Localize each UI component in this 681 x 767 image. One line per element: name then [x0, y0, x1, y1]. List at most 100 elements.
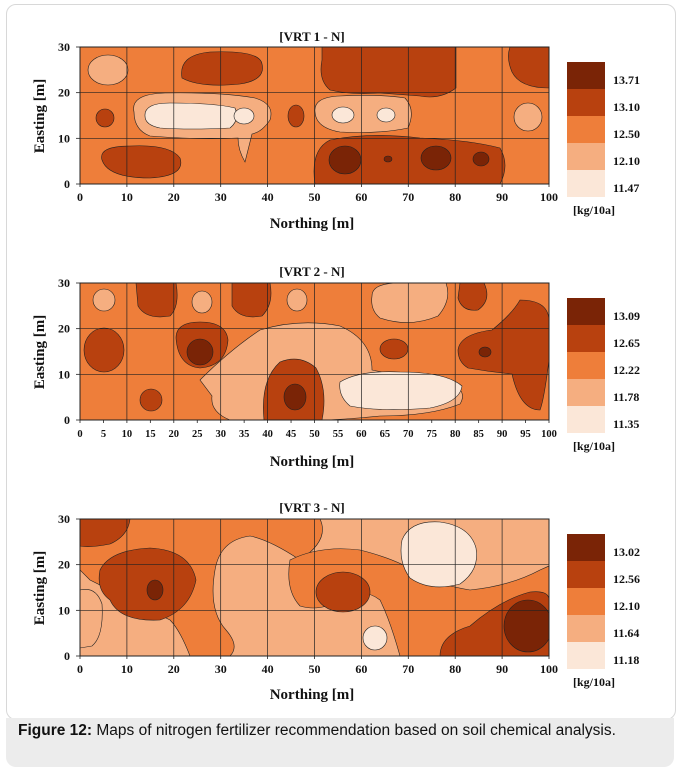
x-tick-label: 30 [215, 429, 226, 440]
map-2-xlabel: Northing [m] [270, 454, 355, 470]
map-1-peak-a [328, 145, 362, 175]
x-tick-label: 95 [520, 429, 531, 440]
legend-value: 13.10 [613, 100, 640, 114]
x-tick-label: 55 [333, 429, 344, 440]
contour-maps-svg: [VRT 1 - N] [32, 29, 640, 703]
map-3-pale-small [362, 625, 388, 651]
map-3-ylabel: Easting [m] [32, 551, 48, 626]
legend-swatch [567, 561, 605, 588]
x-tick-label: 90 [497, 429, 508, 440]
legend-swatch [567, 379, 605, 406]
map-1-pale-a [331, 106, 355, 124]
x-tick-label: 65 [380, 429, 391, 440]
legend-value: 12.10 [613, 154, 640, 168]
y-tick-label: 10 [58, 131, 70, 145]
legend-swatch [567, 352, 605, 379]
x-tick-label: 50 [309, 190, 321, 204]
x-tick-label: 60 [355, 662, 367, 676]
map-1-zone-dark-top-center [320, 47, 457, 98]
map-1-zone-dark-top-left [181, 51, 263, 86]
map-3-peak-left [146, 579, 164, 601]
legend-value: 11.47 [613, 181, 639, 195]
x-tick-label: 80 [450, 429, 461, 440]
y-tick-label: 0 [64, 649, 70, 663]
legend-swatch [567, 170, 605, 197]
x-tick-label: 25 [192, 429, 203, 440]
map-2-grid [80, 283, 549, 420]
map-1-light-topleft [87, 54, 129, 86]
x-tick-label: 0 [77, 429, 82, 440]
y-tick-label: 20 [58, 322, 70, 336]
map-2-dark-mid [379, 338, 409, 360]
x-tick-label: 70 [402, 190, 414, 204]
map-2-pale-center [339, 371, 463, 410]
legend-value: 11.35 [613, 417, 639, 431]
map-1-x-ticks: 0 10 20 30 40 50 60 70 80 90 100 [77, 184, 558, 204]
x-tick-label: 15 [145, 429, 156, 440]
legend-value: 12.50 [613, 127, 640, 141]
legend-swatch [567, 298, 605, 325]
map-2-dark-top-3 [457, 283, 488, 311]
caption-text: Maps of nitrogen fertilizer recommendati… [92, 722, 616, 739]
map-2-peak-1 [186, 338, 214, 366]
map-2: [VRT 2 - N] [32, 264, 640, 470]
map-2-peak-2 [283, 383, 307, 411]
x-tick-label: 10 [121, 190, 133, 204]
map-2-light-small-2 [191, 290, 213, 314]
map-3-xlabel: Northing [m] [270, 687, 355, 703]
map-2-dark-left [83, 327, 125, 373]
map-1-grid [80, 47, 549, 184]
map-2-dark-top-1 [135, 283, 178, 318]
map-2-dark-top-2 [231, 283, 272, 318]
x-tick-label: 45 [286, 429, 297, 440]
map-1-zone-dark-bottom-left [101, 145, 182, 179]
legend-unit: [kg/10a] [573, 675, 615, 689]
map-2-light-small-3 [286, 288, 308, 312]
map-1-title: [VRT 1 - N] [279, 29, 344, 44]
legend-swatch [567, 534, 605, 561]
map-2-light-top-right [371, 283, 449, 323]
map-3-grid [80, 519, 549, 656]
map-1-spot-left [95, 108, 115, 128]
legend-swatch [567, 143, 605, 170]
legend-swatch [567, 62, 605, 89]
x-tick-label: 50 [309, 429, 320, 440]
y-tick-label: 10 [58, 367, 70, 381]
map-2-y-ticks: 0 10 20 30 [58, 276, 80, 427]
map-2-dark-small [139, 388, 163, 412]
x-tick-label: 40 [262, 429, 273, 440]
map-3-dark-mid [315, 571, 371, 613]
map-1-spot-mid [287, 104, 305, 128]
figure-caption: Figure 12: Maps of nitrogen fertilizer r… [18, 721, 666, 741]
legend-swatch [567, 588, 605, 615]
caption-label: Figure 12: [18, 722, 93, 739]
legend-value: 12.65 [613, 336, 640, 350]
x-tick-label: 90 [496, 190, 508, 204]
map-1-y-ticks: 0 10 20 30 [58, 40, 80, 191]
map-3-legend: 13.02 12.56 12.10 11.64 11.18 [kg/10a] [567, 534, 640, 689]
legend-swatch [567, 406, 605, 433]
map-1-pale-b [376, 107, 396, 123]
map-2-title: [VRT 2 - N] [279, 264, 344, 279]
x-tick-label: 70 [403, 429, 414, 440]
map-2-ylabel: Easting [m] [32, 315, 48, 390]
map-1-ylabel: Easting [m] [32, 79, 48, 154]
legend-value: 13.71 [613, 73, 640, 87]
x-tick-label: 0 [77, 190, 83, 204]
x-tick-label: 40 [262, 190, 274, 204]
x-tick-label: 20 [169, 429, 180, 440]
legend-unit: [kg/10a] [573, 439, 615, 453]
x-tick-label: 70 [402, 662, 414, 676]
legend-value: 12.56 [613, 572, 640, 586]
map-3-peak-right [503, 599, 549, 653]
legend-swatch [567, 89, 605, 116]
legend-swatch [567, 642, 605, 669]
x-tick-label: 100 [540, 190, 558, 204]
map-2-light-small-1 [92, 288, 116, 312]
map-1-xlabel: Northing [m] [270, 216, 355, 232]
x-tick-label: 50 [309, 662, 321, 676]
map-2-legend: 13.09 12.65 12.22 11.78 11.35 [kg/10a] [567, 298, 640, 453]
x-tick-label: 10 [121, 662, 133, 676]
x-tick-label: 5 [101, 429, 106, 440]
